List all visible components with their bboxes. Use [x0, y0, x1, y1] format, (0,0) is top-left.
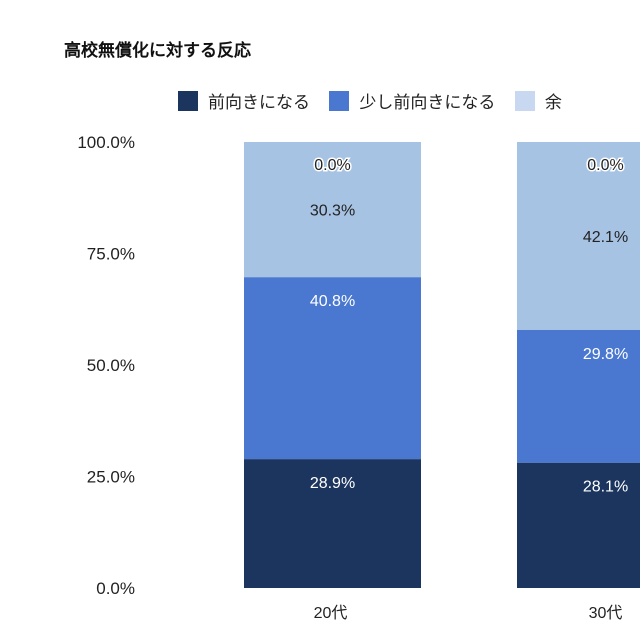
y-tick-label: 0.0%	[96, 579, 135, 598]
data-label: 0.0%	[587, 157, 623, 174]
legend-item-mae-muki: 前向きになる	[178, 88, 310, 113]
legend-label: 前向きになる	[208, 93, 310, 113]
legend-item-third: 余	[514, 88, 562, 113]
legend-swatch	[514, 90, 535, 111]
y-tick-label: 75.0%	[87, 245, 135, 264]
bar-segment	[244, 142, 421, 278]
legend: 前向きになる 少し前向きになる 余	[178, 88, 576, 116]
y-tick-label: 100.0%	[77, 133, 135, 152]
y-tick-label: 25.0%	[87, 468, 135, 487]
legend-swatch	[178, 90, 198, 111]
data-label: 30.3%	[310, 203, 355, 220]
chart-title: 高校無償化に対する反応	[64, 41, 251, 61]
legend-label: 少し前向きになる	[359, 93, 496, 113]
data-label: 40.8%	[310, 293, 355, 310]
x-tick-label: 20代	[314, 604, 348, 622]
bar-segment	[517, 142, 640, 330]
bar-segment	[244, 277, 421, 460]
bar-segment	[517, 329, 640, 463]
data-label: 28.9%	[310, 475, 355, 492]
data-label: 28.1%	[583, 479, 628, 496]
x-tick-label: 30代	[589, 604, 623, 622]
legend-item-sukoshi-mae-muki: 少し前向きになる	[329, 88, 495, 113]
bar-segment	[517, 462, 640, 588]
data-label: 29.8%	[583, 346, 628, 363]
y-tick-label: 50.0%	[87, 356, 135, 375]
data-label: 0.0%	[314, 157, 350, 174]
legend-label: 余	[544, 93, 562, 113]
legend-swatch	[329, 90, 350, 111]
data-label: 42.1%	[583, 229, 628, 246]
bar-segment	[244, 459, 421, 588]
